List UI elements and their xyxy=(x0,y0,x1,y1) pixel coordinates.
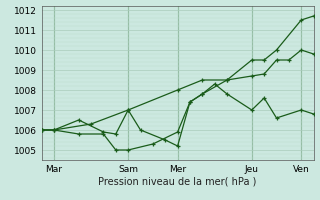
X-axis label: Pression niveau de la mer( hPa ): Pression niveau de la mer( hPa ) xyxy=(99,177,257,187)
